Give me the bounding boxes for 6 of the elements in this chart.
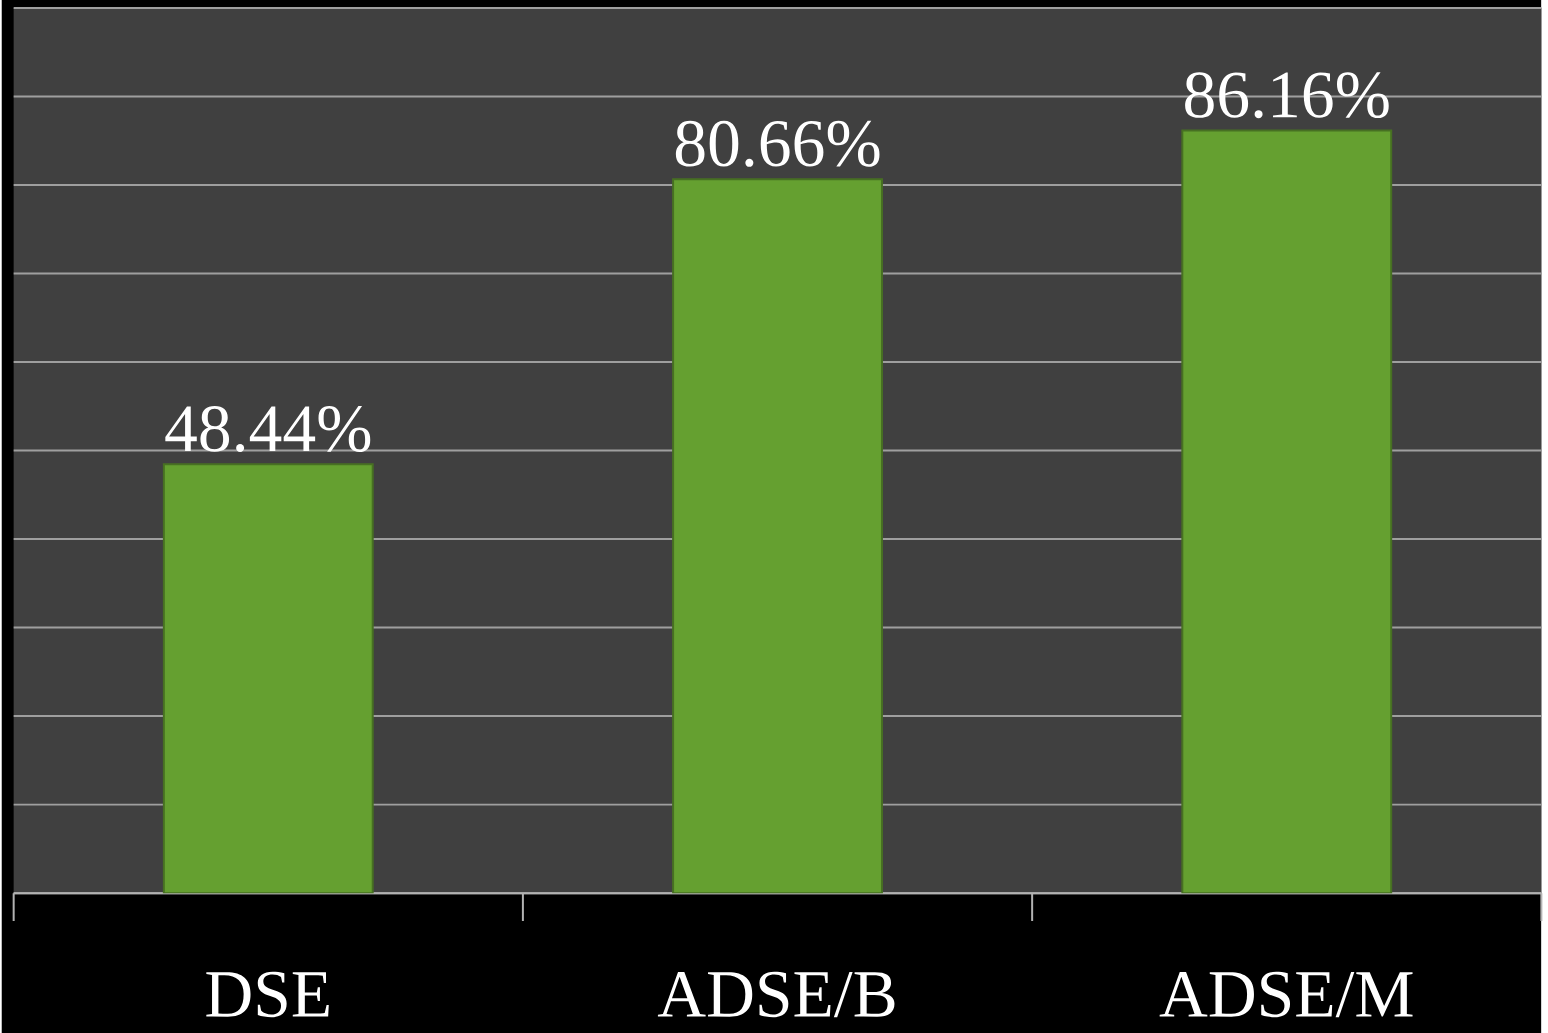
x-tick-label: ADSE/M bbox=[1159, 971, 1413, 1018]
data-label: 48.44% bbox=[165, 405, 371, 452]
data-label: 86.16% bbox=[1185, 72, 1389, 118]
x-tick-label: DSE bbox=[206, 971, 329, 1018]
data-label: 80.66% bbox=[675, 120, 880, 167]
x-tick-label: ADSE/B bbox=[657, 971, 895, 1018]
